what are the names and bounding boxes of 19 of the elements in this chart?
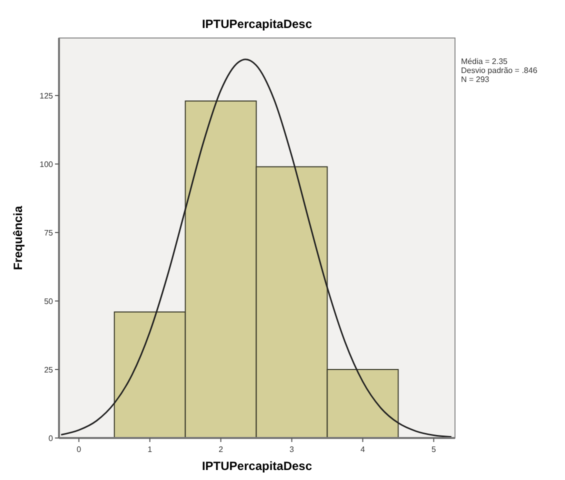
y-tick-label: 50 xyxy=(44,296,54,306)
x-axis-title: IPTUPercapitaDesc xyxy=(202,459,312,473)
y-axis-title: Frequência xyxy=(11,206,25,270)
y-tick-label: 0 xyxy=(48,434,54,443)
x-tick-label: 4 xyxy=(360,445,366,454)
line-series xyxy=(60,58,452,438)
x-tick-label: 1 xyxy=(148,445,153,454)
chart-title: IPTUPercapitaDesc xyxy=(202,17,312,31)
x-tick-label: 3 xyxy=(290,445,295,454)
y-tick-label: 75 xyxy=(44,228,54,238)
x-tick-label: 5 xyxy=(431,445,436,454)
y-tick-label: 100 xyxy=(40,160,54,169)
y-tick-label: 125 xyxy=(40,91,54,100)
text: N = 293 xyxy=(461,75,490,84)
x-tick-label: 0 xyxy=(76,445,82,454)
text: Média = 2.35 xyxy=(461,57,508,66)
y-tick-label: 25 xyxy=(44,365,54,374)
x-tick-label: 2 xyxy=(218,445,224,454)
text: Desvio padrão = .846 xyxy=(461,66,538,75)
